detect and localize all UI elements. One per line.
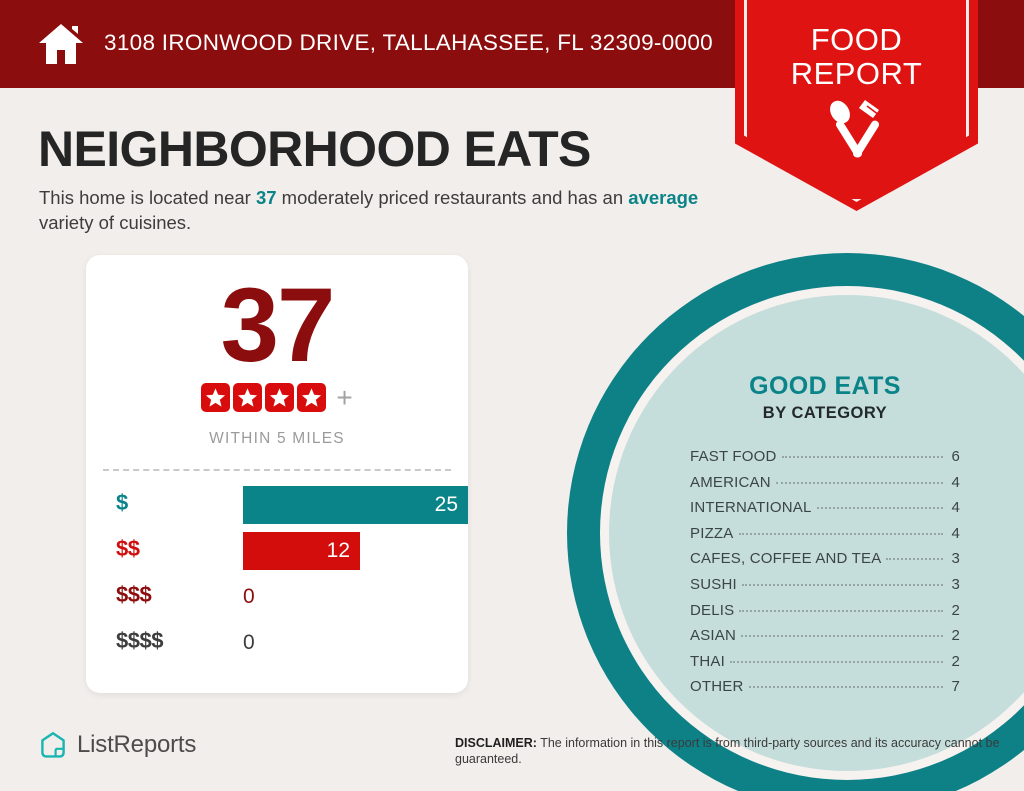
price-tier-bar: 12 xyxy=(243,532,360,570)
category-name: THAI xyxy=(690,652,725,670)
page-subtitle: This home is located near 37 moderately … xyxy=(39,185,719,235)
subtitle-highlight-variety: average xyxy=(628,187,699,208)
price-tier-row: $25 xyxy=(86,483,468,529)
price-tier-label: $$$$ xyxy=(116,628,163,653)
category-leader-dots xyxy=(886,558,943,561)
food-report-badge: FOOD REPORT xyxy=(735,0,978,211)
category-leader-dots xyxy=(775,481,943,484)
price-tier-bar-area: 12 xyxy=(243,532,468,570)
page-title: NEIGHBORHOOD EATS xyxy=(38,121,591,177)
disclaimer-text: The information in this report is from t… xyxy=(455,736,1000,766)
disclaimer-label: DISCLAIMER: xyxy=(455,736,537,750)
category-leader-dots xyxy=(748,686,943,689)
category-count: 3 xyxy=(951,550,960,568)
star-icon xyxy=(233,383,263,412)
star-glyph xyxy=(238,388,258,407)
category-leader-dots xyxy=(816,507,943,510)
category-leader-dots xyxy=(739,609,943,612)
price-tier-bar-area: 0 xyxy=(243,578,468,616)
listreports-logo-text: ListReports xyxy=(77,731,197,758)
good-eats-subtitle: BY CATEGORY xyxy=(762,404,888,422)
star-glyph xyxy=(206,388,226,407)
category-name: CAFES, COFFEE AND TEA xyxy=(690,550,882,568)
subtitle-part-2: moderately priced restaurants and has an xyxy=(276,187,629,208)
price-tier-bar-area: 25 xyxy=(243,486,468,524)
price-tier-value: 0 xyxy=(243,585,255,608)
category-leader-dots xyxy=(741,583,943,586)
good-eats-panel: GOOD EATS BY CATEGORY FAST FOOD 6 AMERICAN… xyxy=(660,372,990,704)
price-tier-bar: 25 xyxy=(243,486,468,524)
category-row: CAFES, COFFEE AND TEA 3 xyxy=(690,550,960,576)
category-leader-dots xyxy=(741,635,943,638)
category-row: INTERNATIONAL 4 xyxy=(690,499,960,525)
category-row: SUSHI 3 xyxy=(690,576,960,602)
category-row: PIZZA 4 xyxy=(690,525,960,551)
listreports-house-icon xyxy=(41,732,65,758)
price-tier-label: $$$ xyxy=(116,582,152,607)
category-leader-dots xyxy=(729,660,943,663)
star-icon xyxy=(201,383,231,412)
star-rating: + xyxy=(86,383,468,412)
property-address: 3108 IRONWOOD DRIVE, TALLAHASSEE, FL 323… xyxy=(104,30,713,55)
category-row: ASIAN 2 xyxy=(690,627,960,653)
badge-title: FOOD REPORT xyxy=(735,23,978,91)
restaurant-stats-card: 37 + WITHIN 5 MILES $25 $$ 12 $$$ 0 $$$$ 0 xyxy=(86,255,468,693)
subtitle-part-1: This home is located near xyxy=(39,187,256,208)
category-count: 3 xyxy=(951,575,960,593)
subtitle-part-3: variety of cuisines. xyxy=(39,212,192,233)
price-tier-label: $ xyxy=(116,490,128,515)
price-tier-label: $$ xyxy=(116,536,140,561)
price-tier-bar-area: 0 xyxy=(243,624,468,662)
category-row: FAST FOOD 6 xyxy=(690,448,960,474)
badge-line-1: FOOD xyxy=(810,22,903,57)
category-count: 2 xyxy=(951,601,960,619)
good-eats-title: GOOD EATS xyxy=(749,372,901,400)
category-count: 2 xyxy=(951,627,960,645)
category-leader-dots xyxy=(781,456,943,458)
star-glyph xyxy=(270,388,290,407)
category-row: AMERICAN 4 xyxy=(690,474,960,500)
category-name: SUSHI xyxy=(690,575,737,593)
disclaimer: DISCLAIMER: The information in this repo… xyxy=(455,735,1010,767)
category-count: 4 xyxy=(951,499,960,517)
price-tier-row: $$ 12 xyxy=(86,529,468,575)
category-name: OTHER xyxy=(690,678,744,696)
category-count: 4 xyxy=(951,524,960,542)
price-tier-row: $$$$ 0 xyxy=(86,621,468,667)
category-count: 4 xyxy=(951,473,960,491)
category-name: FAST FOOD xyxy=(690,448,777,465)
category-list: FAST FOOD 6 AMERICAN 4 INTERNATIONAL 4 PIZZA 4 C… xyxy=(660,448,990,704)
radius-label: WITHIN 5 MILES xyxy=(209,430,345,447)
price-tier-value: 0 xyxy=(243,631,255,654)
category-row: THAI 2 xyxy=(690,653,960,679)
category-name: ASIAN xyxy=(690,627,737,645)
star-icon xyxy=(265,383,295,412)
category-row: OTHER 7 xyxy=(690,678,960,704)
star-icon xyxy=(297,383,327,412)
price-tier-value: 12 xyxy=(326,539,350,562)
home-icon xyxy=(39,24,83,64)
listreports-logo[interactable]: ListReports xyxy=(38,730,196,760)
star-plus-sign: + xyxy=(336,381,353,413)
restaurant-count: 37 xyxy=(220,267,336,384)
category-name: AMERICAN xyxy=(690,473,771,491)
price-tier-row: $$$ 0 xyxy=(86,575,468,621)
category-name: PIZZA xyxy=(690,524,734,542)
badge-line-2: REPORT xyxy=(790,56,923,91)
category-count: 7 xyxy=(951,678,960,696)
category-row: DELIS 2 xyxy=(690,602,960,628)
spoon-fork-icon xyxy=(829,97,883,158)
category-count: 6 xyxy=(951,448,960,465)
badge-inner-outline xyxy=(744,0,969,202)
category-count: 2 xyxy=(951,652,960,670)
price-tier-chart: $25 $$ 12 $$$ 0 $$$$ 0 xyxy=(86,483,468,667)
category-leader-dots xyxy=(738,532,943,535)
star-glyph xyxy=(302,388,322,407)
category-name: INTERNATIONAL xyxy=(690,499,812,517)
subtitle-highlight-count: 37 xyxy=(255,187,277,208)
category-name: DELIS xyxy=(690,601,735,619)
card-divider xyxy=(103,469,451,471)
price-tier-value: 25 xyxy=(434,493,458,516)
